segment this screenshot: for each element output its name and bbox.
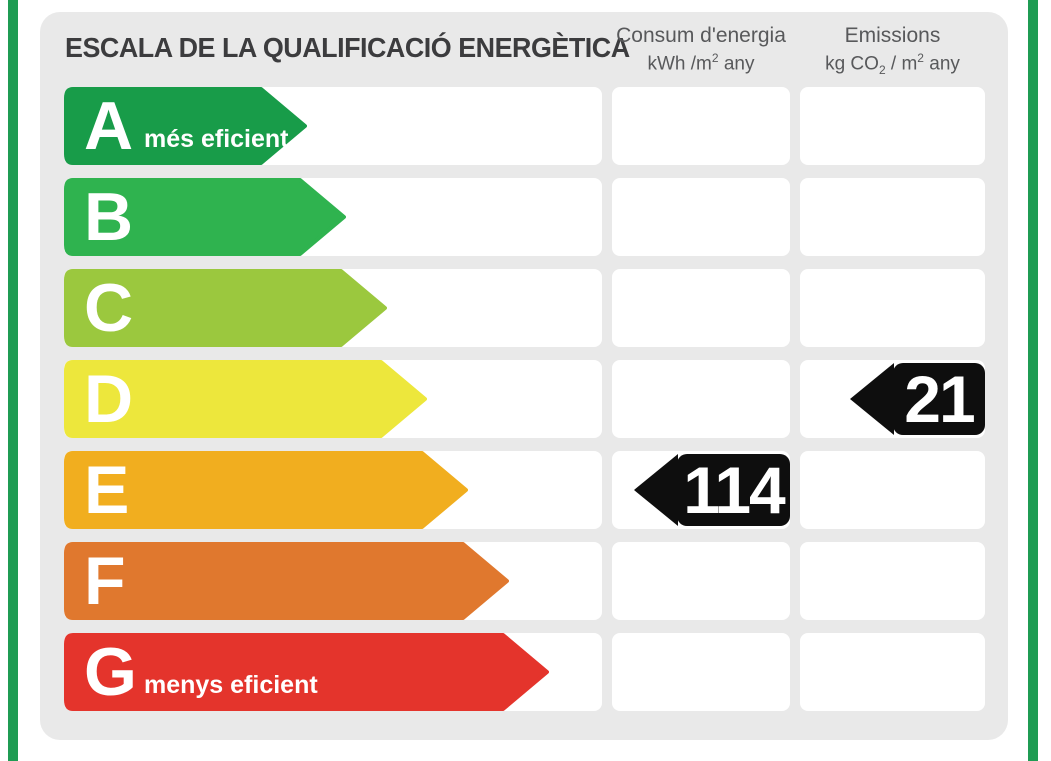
rating-rows: A més eficient B C D 21 bbox=[40, 12, 1008, 740]
grade-note: més eficient bbox=[144, 125, 289, 153]
emissions-value-cell: 21 bbox=[800, 360, 985, 438]
certificate-border-left bbox=[8, 0, 18, 761]
rating-row-f: F bbox=[40, 542, 1008, 620]
rating-row-d: D 21 bbox=[40, 360, 1008, 438]
consum-value-cell: 114 bbox=[612, 451, 790, 529]
grade-bar-cell: A més eficient bbox=[64, 87, 602, 165]
emissions-rating-value: 21 bbox=[904, 362, 975, 436]
grade-note: menys eficient bbox=[144, 671, 318, 699]
emissions-value-cell bbox=[800, 269, 985, 347]
rating-row-b: B bbox=[40, 178, 1008, 256]
consum-header-title: Consum d'energia bbox=[616, 24, 786, 47]
grade-letter: G bbox=[84, 634, 137, 710]
badge-arrow-left-tip bbox=[850, 363, 894, 435]
grade-bar-arrow bbox=[64, 87, 307, 165]
emissions-value-cell bbox=[800, 451, 985, 529]
panel-title: ESCALA DE LA QUALIFICACIÓ ENERGÈTICA bbox=[65, 32, 630, 63]
emissions-header-units: kg CO2 / m2 any bbox=[800, 50, 985, 78]
grade-bar-arrow bbox=[64, 360, 427, 438]
consum-value-cell bbox=[612, 178, 790, 256]
grade-bar-cell: B bbox=[64, 178, 602, 256]
emissions-value-cell bbox=[800, 633, 985, 711]
consum-value-cell bbox=[612, 87, 790, 165]
emissions-unit-mid: / m bbox=[885, 53, 918, 75]
consum-value-cell bbox=[612, 360, 790, 438]
badge-arrow-left-tip bbox=[634, 454, 678, 526]
grade-bar-arrow bbox=[64, 542, 509, 620]
consum-rating-badge: 114 bbox=[634, 453, 790, 527]
emissions-value-cell bbox=[800, 178, 985, 256]
emissions-column-header: Emissions kg CO2 / m2 any bbox=[800, 22, 985, 79]
emissions-unit-suffix: any bbox=[923, 53, 960, 75]
consum-unit-suffix: any bbox=[718, 53, 755, 75]
consum-value-cell bbox=[612, 542, 790, 620]
energy-scale-panel: ESCALA DE LA QUALIFICACIÓ ENERGÈTICA Con… bbox=[40, 12, 1008, 740]
grade-bar-cell: C bbox=[64, 269, 602, 347]
consum-rating-value: 114 bbox=[683, 453, 785, 527]
grade-bar-arrow bbox=[64, 269, 387, 347]
grade-bar-arrow bbox=[64, 451, 468, 529]
grade-bar-arrow bbox=[64, 633, 549, 711]
rating-row-c: C bbox=[40, 269, 1008, 347]
grade-letter: D bbox=[84, 361, 134, 437]
certificate-border-right bbox=[1028, 0, 1038, 761]
grade-letter: C bbox=[84, 270, 134, 346]
rating-row-g: G menys eficient bbox=[40, 633, 1008, 711]
emissions-rating-badge: 21 bbox=[850, 362, 985, 436]
rating-row-e: E 114 bbox=[40, 451, 1008, 529]
emissions-unit-prefix: kg CO bbox=[825, 53, 879, 75]
grade-bar-cell: F bbox=[64, 542, 602, 620]
grade-bar-cell: D bbox=[64, 360, 602, 438]
consum-unit-prefix: kWh /m bbox=[647, 53, 712, 75]
grade-letter: B bbox=[84, 179, 134, 255]
grade-bar-arrow bbox=[64, 178, 346, 256]
consum-value-cell bbox=[612, 269, 790, 347]
emissions-header-title: Emissions bbox=[844, 24, 941, 47]
consum-value-cell bbox=[612, 633, 790, 711]
grade-letter: A bbox=[84, 88, 134, 164]
grade-bar-cell: G menys eficient bbox=[64, 633, 602, 711]
grade-letter: E bbox=[84, 452, 130, 528]
emissions-value-cell bbox=[800, 542, 985, 620]
grade-bar-cell: E bbox=[64, 451, 602, 529]
consum-header-units: kWh /m2 any bbox=[612, 50, 790, 77]
grade-letter: F bbox=[84, 543, 126, 619]
emissions-value-cell bbox=[800, 87, 985, 165]
emissions-unit-superscript: 2 bbox=[917, 51, 924, 66]
consum-column-header: Consum d'energia kWh /m2 any bbox=[612, 22, 790, 77]
rating-row-a: A més eficient bbox=[40, 87, 1008, 165]
emissions-unit-subscript: 2 bbox=[878, 63, 886, 78]
consum-unit-superscript: 2 bbox=[711, 51, 719, 66]
